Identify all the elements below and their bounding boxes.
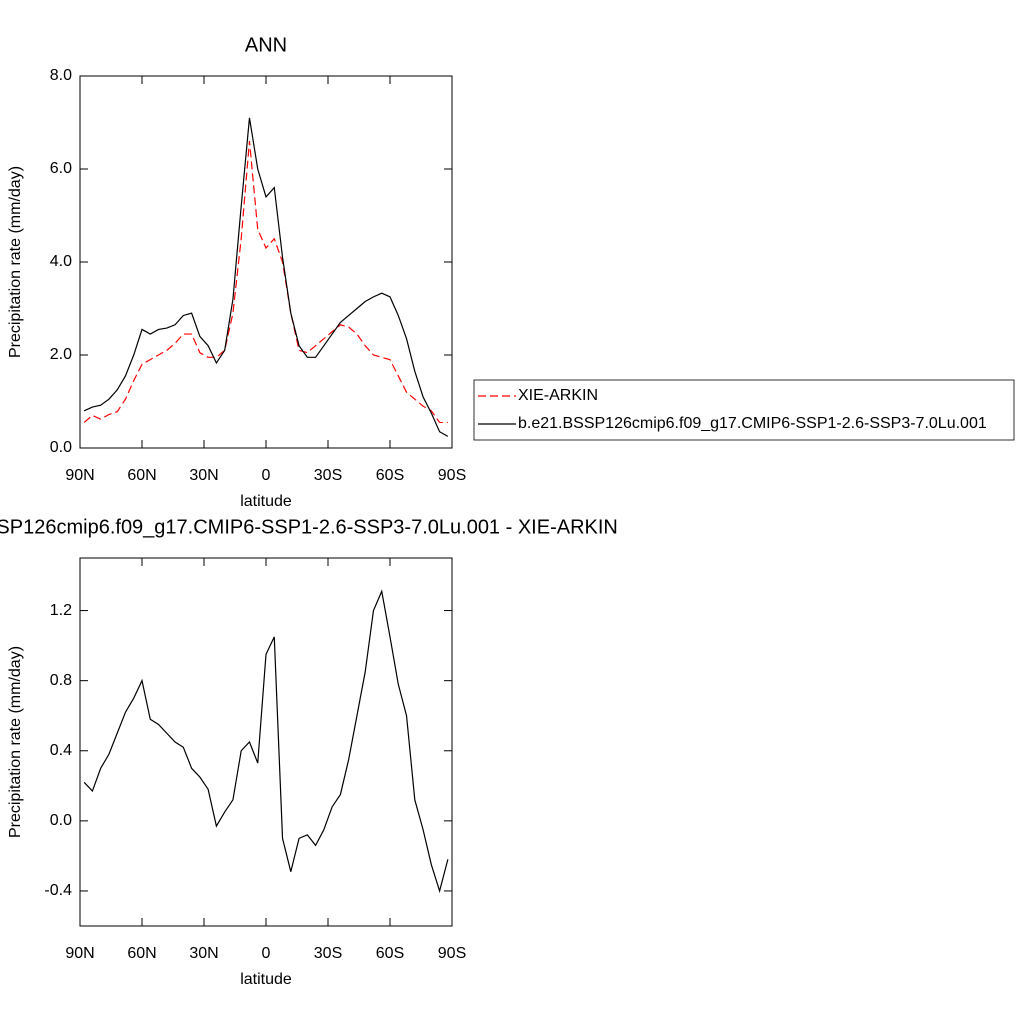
x-tick-label: 30N	[189, 467, 218, 484]
x-axis-label: latitude	[240, 971, 292, 988]
y-tick-label: 2.0	[50, 346, 72, 363]
x-tick-label: 90S	[438, 945, 466, 962]
plot-frame	[79, 75, 453, 449]
y-tick-label: -0.4	[44, 882, 72, 899]
chart-title: ANN	[245, 34, 287, 56]
y-tick-label: 0.0	[50, 812, 72, 829]
y-tick-label: 0.8	[50, 672, 72, 689]
data-line	[83, 589, 449, 894]
y-axis-label: Precipitation rate (mm/day)	[7, 646, 24, 838]
data-line	[83, 117, 449, 437]
chart-title: b.e21.BSSP126cmip6.f09_g17.CMIP6-SSP1-2.…	[0, 516, 618, 538]
y-tick-label: 1.2	[50, 602, 72, 619]
x-tick-label: 0	[262, 467, 271, 484]
x-tick-label: 60N	[127, 945, 156, 962]
legend-box	[473, 379, 1015, 441]
x-tick-label: 0	[262, 945, 271, 962]
legend-label: XIE-ARKIN	[518, 387, 598, 404]
x-tick-label: 30S	[314, 467, 342, 484]
plot-frame	[79, 557, 453, 927]
x-tick-label: 30S	[314, 945, 342, 962]
x-tick-label: 60N	[127, 467, 156, 484]
data-line	[83, 141, 448, 424]
x-tick-label: 60S	[376, 467, 404, 484]
y-tick-label: 6.0	[50, 160, 72, 177]
x-tick-label: 60S	[376, 945, 404, 962]
y-tick-label: 0.0	[50, 439, 72, 456]
y-axis-label: Precipitation rate (mm/day)	[7, 166, 24, 358]
legend-label: b.e21.BSSP126cmip6.f09_g17.CMIP6-SSP1-2.…	[518, 415, 987, 432]
x-axis-label: latitude	[240, 493, 292, 510]
x-tick-label: 30N	[189, 945, 218, 962]
y-tick-label: 0.4	[50, 742, 72, 759]
x-tick-label: 90N	[65, 945, 94, 962]
x-tick-label: 90N	[65, 467, 94, 484]
y-tick-label: 4.0	[50, 253, 72, 270]
y-tick-label: 8.0	[50, 67, 72, 84]
x-tick-label: 90S	[438, 467, 466, 484]
